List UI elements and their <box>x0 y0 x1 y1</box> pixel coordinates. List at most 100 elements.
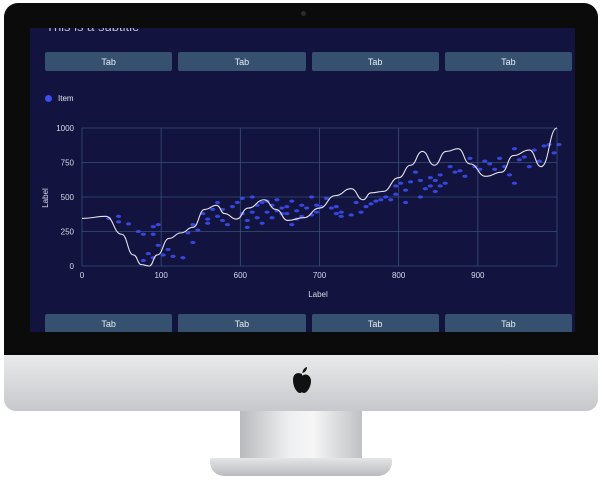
y-tick-label: 750 <box>61 159 75 168</box>
scatter-point <box>205 217 211 221</box>
scatter-point <box>155 223 161 227</box>
scatter-point <box>328 206 334 210</box>
scatter-point <box>393 184 399 188</box>
x-tick-label: 600 <box>234 271 248 280</box>
scatter-point <box>536 159 542 163</box>
tab-top-4[interactable]: Tab <box>444 52 572 71</box>
scatter-point <box>249 195 255 199</box>
scatter-point <box>289 199 295 203</box>
scatter-point <box>160 253 166 257</box>
scatter-point <box>145 251 151 256</box>
scatter-point <box>506 173 513 177</box>
page-subtitle: This is a subtitle <box>46 28 139 34</box>
scatter-point <box>378 198 384 202</box>
chart-legend: Item <box>45 94 74 103</box>
x-tick-label: 800 <box>392 271 406 280</box>
tab-top-3[interactable]: Tab <box>311 52 439 71</box>
scatter-point <box>244 218 250 223</box>
camera-icon <box>301 11 306 16</box>
scatter-point <box>437 184 443 188</box>
scatter-point <box>224 223 231 227</box>
scatter-point <box>140 232 146 236</box>
scatter-point <box>333 205 339 209</box>
legend-swatch <box>45 95 52 102</box>
scatter-point <box>541 144 547 148</box>
scatter-point <box>254 216 260 220</box>
y-tick-label: 500 <box>61 193 75 202</box>
scatter-point <box>269 216 275 220</box>
scatter-point <box>304 206 310 210</box>
scatter-point <box>116 220 122 224</box>
y-tick-label: 1000 <box>56 124 74 133</box>
tab-top-2[interactable]: Tab <box>178 52 306 71</box>
scatter-point <box>125 222 132 226</box>
tab-bottom-3[interactable]: Tab <box>311 314 439 332</box>
scatter-point <box>239 196 245 200</box>
scatter-point <box>393 192 399 196</box>
scatter-point <box>407 180 414 184</box>
scatter-point <box>249 210 255 214</box>
scatter-point <box>487 162 493 166</box>
scatter-point <box>526 165 532 169</box>
scatter-point <box>190 223 196 227</box>
scatter-point <box>388 198 394 202</box>
tab-top-1[interactable]: Tab <box>45 52 173 71</box>
scatter-point <box>299 203 305 207</box>
x-tick-label: 700 <box>313 271 327 280</box>
scatter-point <box>447 165 453 169</box>
scatter-point <box>516 158 522 162</box>
scatter-point <box>338 210 344 214</box>
legend-label: Item <box>58 94 74 103</box>
scatter-point <box>551 151 557 155</box>
scatter-point <box>323 196 330 200</box>
scatter-point <box>452 170 458 174</box>
trend-line <box>81 127 558 267</box>
app-screen: This is a subtitle Tab Tab Tab Tab Item … <box>30 28 575 332</box>
scatter-point <box>313 210 320 214</box>
monitor-stand-neck <box>240 411 362 461</box>
scatter-point <box>442 181 448 185</box>
scatter-point <box>353 200 359 205</box>
scatter-point <box>284 205 290 209</box>
x-axis-label: Label <box>308 290 328 299</box>
scatter-point <box>195 228 201 232</box>
chart-grid <box>81 127 558 267</box>
scatter-point <box>259 221 265 225</box>
scatter-point <box>531 148 537 152</box>
x-axis-ticks: 0 100 600 700 800 900 <box>80 271 485 280</box>
scatter-point <box>190 240 196 245</box>
scatter-point <box>150 232 156 236</box>
scatter-point <box>462 174 468 178</box>
scatter-point <box>511 147 518 151</box>
scatter-points <box>106 142 562 263</box>
scatter-point <box>229 205 236 209</box>
scatter-point <box>358 210 364 214</box>
scatter-point <box>284 211 290 216</box>
scatter-point <box>185 231 191 235</box>
scatter-point <box>363 205 369 209</box>
scatter-point <box>383 195 389 199</box>
scatter-point <box>279 206 285 210</box>
scatter-point <box>368 202 374 206</box>
tab-bottom-4[interactable]: Tab <box>444 314 572 332</box>
tab-bottom-2[interactable]: Tab <box>178 314 306 332</box>
scatter-point <box>412 170 419 174</box>
apple-logo-icon <box>293 367 311 393</box>
scatter-point <box>333 211 339 216</box>
scatter-point <box>234 200 240 205</box>
scatter-point <box>180 256 186 260</box>
scatter-point <box>338 214 344 218</box>
scatter-point <box>497 156 503 160</box>
y-tick-label: 250 <box>61 228 75 237</box>
scatter-point <box>155 243 161 247</box>
scatter-point <box>427 184 433 188</box>
scatter-point <box>313 203 320 207</box>
x-tick-label: 100 <box>154 271 168 280</box>
scatter-point <box>140 258 146 263</box>
x-tick-label: 900 <box>471 271 485 280</box>
monitor-stand-foot <box>210 458 392 476</box>
x-tick-label: 0 <box>80 271 85 280</box>
scatter-point <box>289 223 295 227</box>
tab-bottom-1[interactable]: Tab <box>45 314 173 332</box>
scatter-point <box>437 173 443 177</box>
